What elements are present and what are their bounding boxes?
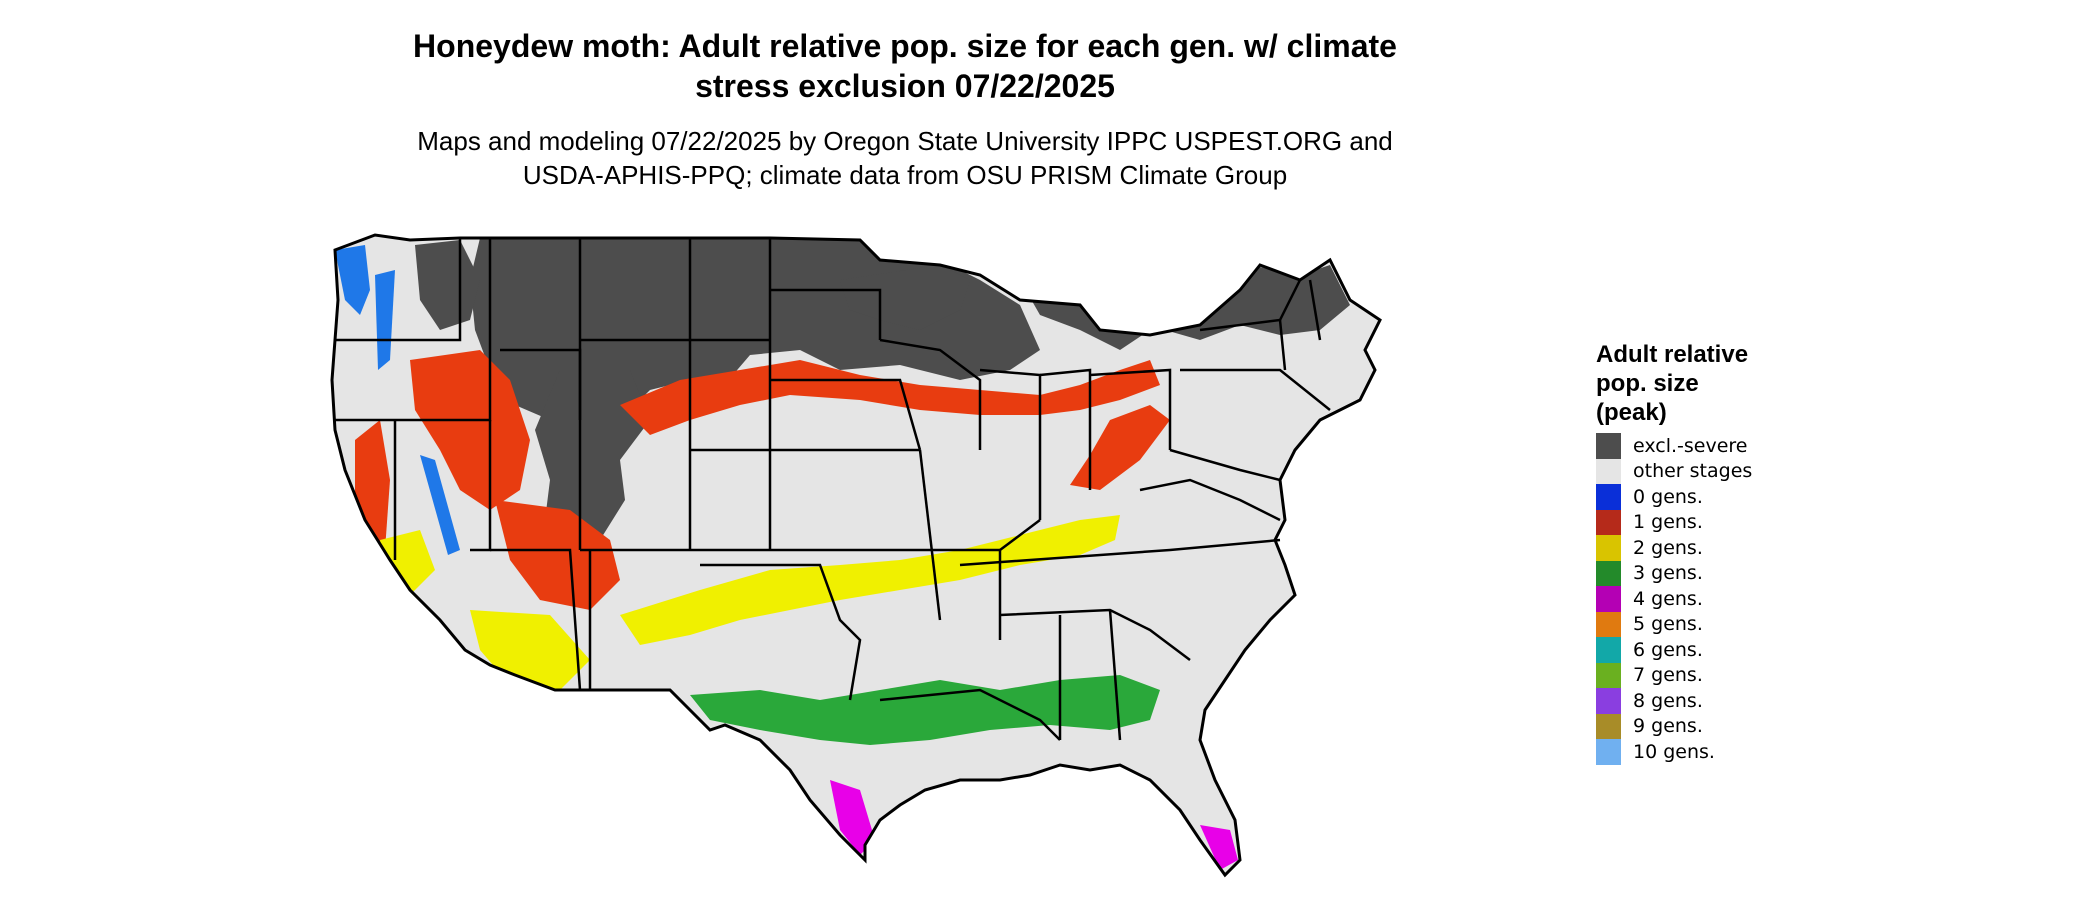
legend-label: 10 gens. — [1633, 740, 1715, 763]
legend-swatch — [1596, 458, 1621, 484]
legend-item: 2 gens. — [1596, 535, 1752, 561]
legend-item: 10 gens. — [1596, 739, 1752, 765]
legend-title-line-3: (peak) — [1596, 399, 1667, 426]
legend-items: excl.-severe other stages 0 gens. 1 gens. 2 … — [1596, 433, 1752, 765]
blue-region-cascades — [375, 270, 395, 370]
legend-swatch — [1596, 509, 1621, 535]
legend-label: 3 gens. — [1633, 562, 1703, 585]
excluded-region-rockies — [535, 370, 650, 550]
map-fill-layer — [332, 235, 1380, 875]
legend-title: Adult relative pop. size (peak) — [1596, 340, 1752, 427]
legend-swatch — [1596, 739, 1621, 765]
legend-label: excl.-severe — [1633, 434, 1748, 457]
legend-item: 7 gens. — [1596, 662, 1752, 688]
state-border — [500, 348, 582, 420]
state-border — [999, 519, 1041, 551]
state-border — [770, 288, 882, 340]
legend-swatch — [1596, 662, 1621, 688]
four-gen-region-south-florida — [1200, 825, 1238, 870]
subtitle-line-1: Maps and modeling 07/22/2025 by Oregon S… — [417, 126, 1393, 156]
one-gen-band-appalachian — [1070, 405, 1170, 490]
legend-label: 1 gens. — [1633, 511, 1703, 534]
legend-label: 9 gens. — [1633, 715, 1703, 738]
legend-swatch — [1596, 535, 1621, 561]
three-gen-band-gulf-coast — [690, 675, 1160, 745]
legend-swatch — [1596, 611, 1621, 637]
blue-region-sierra — [420, 455, 460, 555]
us-map — [330, 233, 1382, 878]
state-border — [1039, 368, 1092, 490]
title-line-2: stress exclusion 07/22/2025 — [695, 68, 1115, 104]
state-border — [918, 449, 942, 621]
four-gen-region-south-texas — [830, 780, 875, 855]
state-border — [879, 338, 982, 450]
legend-item: 1 gens. — [1596, 509, 1752, 535]
state-border — [1139, 478, 1281, 522]
title-line-1: Honeydew moth: Adult relative pop. size … — [413, 28, 1397, 64]
state-border — [1180, 368, 1331, 411]
legend-item: 8 gens. — [1596, 688, 1752, 714]
legend-item: 4 gens. — [1596, 586, 1752, 612]
map-title: Honeydew moth: Adult relative pop. size … — [0, 26, 1810, 106]
legend-item: 0 gens. — [1596, 484, 1752, 510]
state-border — [770, 378, 922, 451]
two-gen-band-south — [620, 515, 1120, 645]
legend-title-line-1: Adult relative — [1596, 341, 1749, 368]
legend-swatch — [1596, 484, 1621, 510]
legend-item: other stages — [1596, 458, 1753, 484]
state-border — [1278, 319, 1287, 371]
blue-region-pacific-northwest — [335, 245, 370, 315]
state-border — [959, 538, 1281, 567]
legend-swatch — [1596, 688, 1621, 714]
legend-label: 6 gens. — [1633, 638, 1703, 661]
legend-item: 9 gens. — [1596, 713, 1752, 739]
legend-label: 5 gens. — [1633, 613, 1703, 636]
legend-item: 5 gens. — [1596, 611, 1752, 637]
legend: Adult relative pop. size (peak) excl.-se… — [1596, 340, 1752, 765]
legend-label: 8 gens. — [1633, 689, 1703, 712]
state-borders — [335, 238, 1331, 741]
state-border — [700, 563, 862, 701]
excluded-region-northwest — [415, 240, 480, 330]
legend-item: excl.-severe — [1596, 433, 1752, 459]
legend-label: 2 gens. — [1633, 536, 1703, 559]
legend-swatch — [1596, 560, 1621, 586]
legend-swatch — [1596, 637, 1621, 663]
legend-swatch — [1596, 713, 1621, 739]
state-border — [1308, 279, 1322, 341]
state-border — [1089, 368, 1172, 450]
state-border — [1108, 609, 1122, 741]
state-border — [490, 548, 582, 691]
legend-label: 0 gens. — [1633, 485, 1703, 508]
excluded-region-upper-midwest — [840, 265, 970, 330]
legend-title-line-2: pop. size — [1596, 370, 1699, 397]
legend-label: 7 gens. — [1633, 664, 1703, 687]
legend-swatch — [1596, 586, 1621, 612]
state-border — [879, 688, 1061, 741]
legend-item: 6 gens. — [1596, 637, 1752, 663]
one-gen-band-great-basin — [410, 350, 530, 510]
subtitle-line-2: USDA-APHIS-PPQ; climate data from OSU PR… — [522, 160, 1288, 190]
legend-item: 3 gens. — [1596, 560, 1752, 586]
legend-label: 4 gens. — [1633, 587, 1703, 610]
country-outline — [330, 233, 1382, 878]
legend-swatch — [1596, 433, 1621, 459]
state-border — [1169, 448, 1281, 482]
state-border — [999, 608, 1191, 661]
map-subtitle: Maps and modeling 07/22/2025 by Oregon S… — [0, 124, 1810, 192]
state-border — [335, 238, 462, 342]
legend-label: other stages — [1633, 460, 1753, 483]
one-gen-band-central — [620, 360, 1160, 435]
